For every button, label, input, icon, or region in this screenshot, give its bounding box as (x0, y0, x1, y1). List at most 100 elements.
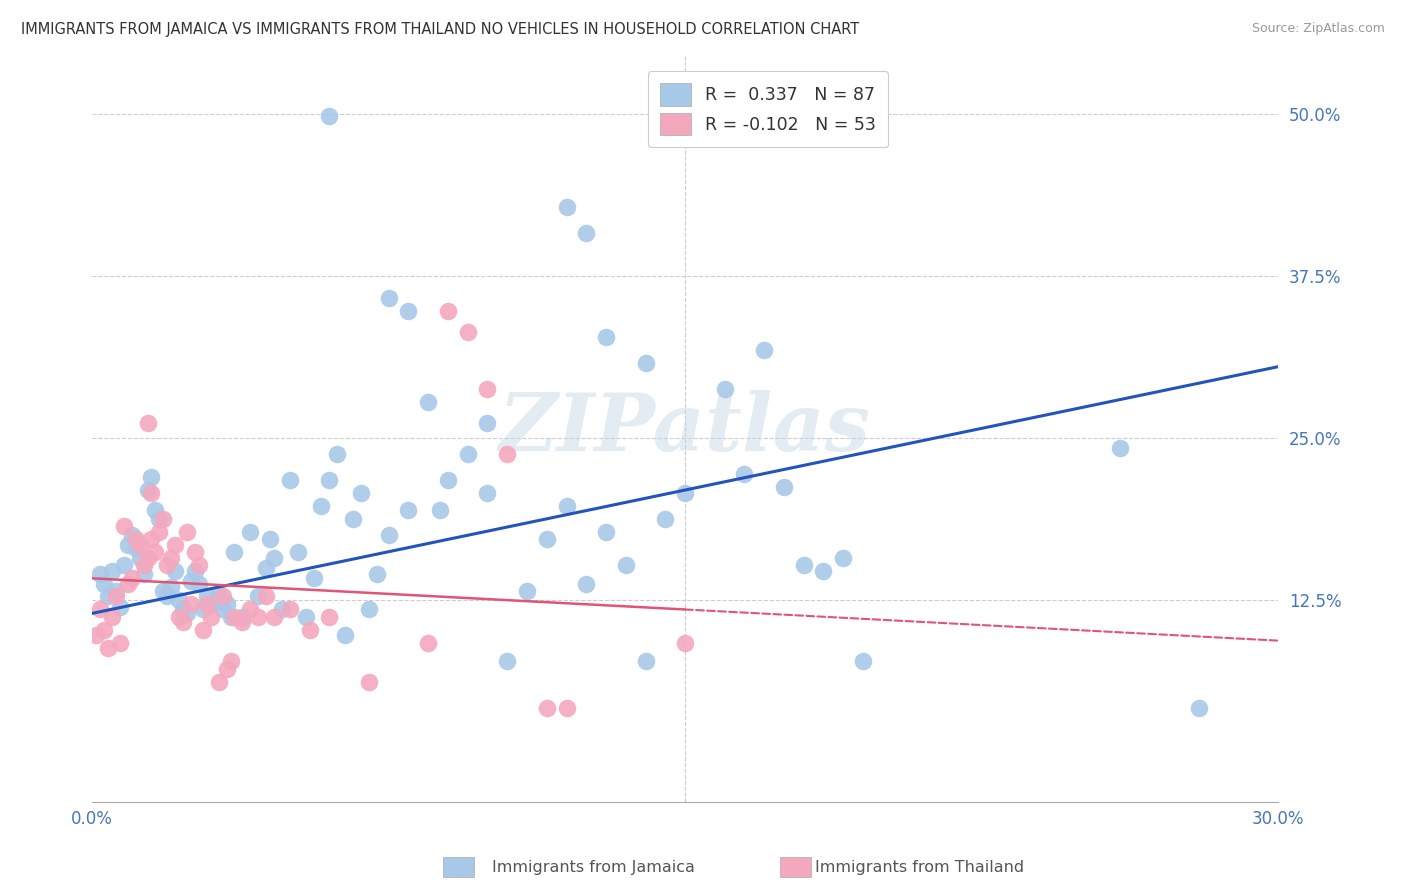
Point (377, 528, 399, 542)
Point (654, 511, 676, 525)
Point (121, 571, 143, 585)
Point (575, 576, 598, 591)
Point (278, 602, 301, 616)
Point (191, 602, 214, 616)
Text: Source: ZipAtlas.com: Source: ZipAtlas.com (1251, 22, 1385, 36)
Point (128, 537, 150, 551)
Point (97, 590, 120, 604)
Point (136, 483, 159, 497)
Point (172, 615, 194, 630)
Point (93, 576, 115, 591)
Point (141, 470, 163, 484)
Point (536, 533, 558, 547)
Point (634, 654, 657, 668)
Point (437, 473, 460, 487)
Point (673, 636, 696, 650)
Point (191, 624, 214, 638)
Text: Immigrants from Thailand: Immigrants from Thailand (815, 861, 1025, 875)
Point (254, 561, 277, 575)
Point (101, 610, 124, 624)
Point (200, 610, 222, 624)
Point (224, 610, 246, 624)
Point (104, 590, 127, 604)
Point (224, 545, 246, 559)
Point (128, 550, 150, 565)
Point (350, 485, 373, 500)
Point (634, 356, 657, 370)
Point (101, 564, 124, 578)
Point (813, 564, 835, 578)
Point (247, 610, 270, 624)
Point (357, 602, 380, 616)
Point (437, 304, 460, 318)
Point (165, 537, 187, 551)
Point (377, 291, 399, 305)
Point (357, 675, 380, 690)
Point (457, 447, 479, 461)
Point (614, 558, 637, 573)
Point (121, 528, 143, 542)
Point (396, 502, 419, 516)
Point (195, 590, 218, 604)
Point (342, 511, 364, 525)
Point (673, 485, 696, 500)
Point (89, 567, 111, 582)
Point (555, 701, 578, 715)
Point (152, 511, 174, 525)
Point (124, 533, 146, 547)
Point (219, 610, 242, 624)
Point (773, 480, 796, 494)
Point (89, 602, 111, 616)
Point (148, 511, 170, 525)
Point (311, 499, 333, 513)
Text: IMMIGRANTS FROM JAMAICA VS IMMIGRANTS FROM THAILAND NO VEHICLES IN HOUSEHOLD COR: IMMIGRANTS FROM JAMAICA VS IMMIGRANTS FR… (21, 22, 859, 37)
Point (1188, 701, 1211, 715)
Point (477, 382, 499, 396)
Point (418, 636, 440, 650)
Point (184, 545, 207, 559)
Point (208, 587, 231, 601)
Point (239, 602, 262, 616)
Point (263, 550, 285, 565)
Point (231, 615, 253, 630)
Point (396, 304, 419, 318)
Point (208, 675, 231, 690)
Point (555, 200, 578, 214)
Point (172, 602, 194, 616)
Point (516, 584, 538, 599)
Point (457, 325, 479, 339)
Point (496, 447, 519, 461)
Point (167, 610, 190, 624)
Point (278, 473, 301, 487)
Point (713, 382, 735, 396)
Point (195, 597, 218, 611)
Point (180, 597, 202, 611)
Point (595, 524, 617, 539)
Point (366, 567, 388, 582)
Point (477, 485, 499, 500)
Point (852, 654, 875, 668)
Point (575, 226, 598, 240)
Point (215, 597, 238, 611)
Point (231, 610, 253, 624)
Point (418, 394, 440, 409)
Point (117, 537, 139, 551)
Point (496, 654, 519, 668)
Point (318, 473, 340, 487)
Point (136, 416, 159, 430)
Point (595, 330, 617, 344)
Point (160, 581, 183, 595)
Point (84, 628, 107, 642)
Point (239, 524, 262, 539)
Point (298, 624, 321, 638)
Point (108, 599, 131, 614)
Point (215, 662, 238, 676)
Point (211, 590, 233, 604)
Text: ZIPatlas: ZIPatlas (499, 390, 872, 467)
Point (160, 550, 183, 565)
Point (145, 502, 167, 516)
Point (555, 499, 578, 513)
Point (156, 590, 179, 604)
Point (93, 624, 115, 638)
Point (318, 610, 340, 624)
